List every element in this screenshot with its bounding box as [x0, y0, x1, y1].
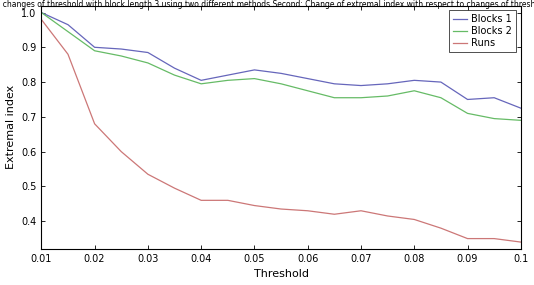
Blocks 1 — [411, 79, 418, 82]
Blocks 2 — [118, 54, 124, 58]
Blocks 2 — [465, 112, 471, 115]
Runs — [91, 122, 98, 125]
Blocks 2 — [304, 89, 311, 92]
Blocks 1 — [331, 82, 337, 86]
Blocks 2 — [411, 89, 418, 92]
Blocks 1 — [438, 80, 444, 84]
Runs — [171, 186, 178, 190]
Blocks 1 — [491, 96, 497, 99]
Blocks 2 — [491, 117, 497, 120]
Blocks 1 — [517, 107, 524, 110]
Blocks 1 — [91, 46, 98, 49]
Blocks 1 — [465, 98, 471, 101]
Blocks 2 — [38, 11, 44, 14]
Runs — [278, 207, 284, 211]
Runs — [491, 237, 497, 240]
Blocks 2 — [278, 82, 284, 86]
Runs — [198, 199, 205, 202]
Blocks 2 — [225, 79, 231, 82]
Blocks 2 — [145, 61, 151, 65]
Runs — [358, 209, 364, 213]
Runs — [118, 150, 124, 153]
Blocks 1 — [384, 82, 391, 86]
Text: Figure 6.2.3: First: Change of extremal index with respect to changes of thresho: Figure 6.2.3: First: Change of extremal … — [0, 0, 534, 9]
Line: Blocks 2: Blocks 2 — [41, 13, 521, 120]
Runs — [438, 227, 444, 230]
Blocks 2 — [251, 77, 257, 80]
Blocks 1 — [358, 84, 364, 87]
Blocks 2 — [358, 96, 364, 99]
Runs — [225, 199, 231, 202]
Blocks 1 — [38, 11, 44, 14]
Line: Runs: Runs — [41, 19, 521, 242]
Blocks 1 — [145, 51, 151, 54]
Runs — [517, 240, 524, 244]
Blocks 1 — [171, 66, 178, 70]
Legend: Blocks 1, Blocks 2, Runs: Blocks 1, Blocks 2, Runs — [449, 11, 516, 52]
Blocks 2 — [517, 119, 524, 122]
Runs — [411, 218, 418, 221]
Runs — [384, 214, 391, 218]
Blocks 2 — [171, 74, 178, 77]
Blocks 1 — [118, 47, 124, 51]
Blocks 2 — [331, 96, 337, 99]
Blocks 1 — [65, 23, 71, 27]
Blocks 1 — [225, 74, 231, 77]
Blocks 2 — [384, 94, 391, 98]
X-axis label: Threshold: Threshold — [254, 269, 309, 280]
Blocks 1 — [278, 72, 284, 75]
Blocks 2 — [438, 96, 444, 99]
Blocks 2 — [198, 82, 205, 86]
Runs — [145, 172, 151, 176]
Blocks 1 — [304, 77, 311, 80]
Runs — [38, 18, 44, 21]
Line: Blocks 1: Blocks 1 — [41, 13, 521, 108]
Runs — [331, 213, 337, 216]
Y-axis label: Extremal index: Extremal index — [5, 85, 15, 169]
Blocks 1 — [251, 68, 257, 72]
Blocks 2 — [65, 30, 71, 33]
Blocks 2 — [91, 49, 98, 52]
Runs — [251, 204, 257, 207]
Runs — [465, 237, 471, 240]
Runs — [304, 209, 311, 213]
Blocks 1 — [198, 79, 205, 82]
Runs — [65, 52, 71, 56]
